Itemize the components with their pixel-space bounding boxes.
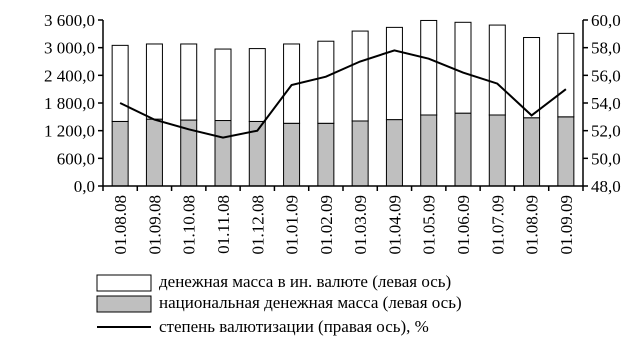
right-tick-label-0: 48,0 bbox=[591, 177, 621, 196]
bar-foreign-12 bbox=[523, 37, 541, 119]
bars-layer bbox=[111, 19, 575, 187]
legend: денежная масса в ин. валюте (левая ось) н… bbox=[96, 272, 462, 336]
right-tick-label-6: 60,0 bbox=[591, 11, 621, 30]
bar-foreign-1 bbox=[145, 43, 163, 120]
x-tick-label-13: 01.09.09 bbox=[557, 195, 576, 255]
x-tick-label-5: 01.01.09 bbox=[283, 195, 302, 255]
bar-foreign-3 bbox=[214, 48, 232, 122]
bar-foreign-0 bbox=[111, 44, 129, 122]
axes-layer: 0,0 600,0 1 200,0 1 800,0 2 400,0 3 000,0 3 60… bbox=[44, 11, 621, 255]
line-dollarization bbox=[119, 49, 567, 139]
bar-foreign-11 bbox=[488, 24, 506, 116]
right-tick-label-5: 58,0 bbox=[591, 39, 621, 58]
left-tick-label-6: 3 600,0 bbox=[44, 11, 95, 30]
legend-label-0: денежная масса в ин. валюте (левая ось) bbox=[159, 272, 451, 291]
bar-national-6 bbox=[317, 122, 335, 187]
bar-national-3 bbox=[214, 120, 232, 187]
x-tick-label-0: 01.08.08 bbox=[111, 195, 130, 255]
x-tick-label-6: 01.02.09 bbox=[317, 195, 336, 255]
x-tick-label-12: 01.08.09 bbox=[523, 195, 542, 255]
bar-national-11 bbox=[488, 114, 506, 187]
bar-national-12 bbox=[523, 117, 541, 187]
x-tick-label-2: 01.10.08 bbox=[180, 195, 199, 255]
bar-foreign-13 bbox=[557, 32, 575, 118]
bar-foreign-9 bbox=[420, 19, 438, 116]
left-tick-label-0: 0,0 bbox=[74, 177, 95, 196]
legend-swatch-national bbox=[96, 295, 152, 313]
x-tick-label-3: 01.11.08 bbox=[214, 195, 233, 254]
bar-foreign-6 bbox=[317, 40, 335, 124]
legend-swatch-foreign bbox=[96, 274, 152, 292]
bar-foreign-2 bbox=[180, 43, 198, 121]
x-tick-label-11: 01.07.09 bbox=[488, 195, 507, 255]
left-tick-label-2: 1 200,0 bbox=[44, 122, 95, 141]
bar-national-7 bbox=[351, 120, 369, 187]
left-tick-label-5: 3 000,0 bbox=[44, 39, 95, 58]
bar-national-10 bbox=[454, 112, 472, 187]
bar-national-8 bbox=[385, 119, 403, 187]
x-tick-label-1: 01.09.08 bbox=[145, 195, 164, 255]
bar-national-0 bbox=[111, 120, 129, 187]
x-tick-label-8: 01.04.09 bbox=[385, 195, 404, 255]
x-tick-label-9: 01.05.09 bbox=[420, 195, 439, 255]
bar-foreign-4 bbox=[248, 48, 266, 122]
right-tick-label-2: 52,0 bbox=[591, 122, 621, 141]
left-tick-label-1: 600,0 bbox=[57, 149, 95, 168]
left-tick-label-4: 2 400,0 bbox=[44, 66, 95, 85]
x-tick-label-7: 01.03.09 bbox=[351, 195, 370, 255]
bar-foreign-7 bbox=[351, 30, 369, 122]
right-tick-label-4: 56,0 bbox=[591, 66, 621, 85]
left-tick-label-3: 1 800,0 bbox=[44, 94, 95, 113]
bar-foreign-10 bbox=[454, 21, 472, 114]
x-tick-label-4: 01.12.08 bbox=[248, 195, 267, 255]
bar-foreign-8 bbox=[385, 26, 403, 121]
bar-national-9 bbox=[420, 114, 438, 187]
legend-label-1: национальная денежная масса (левая ось) bbox=[159, 293, 462, 312]
line-layer bbox=[119, 49, 567, 139]
bar-national-13 bbox=[557, 116, 575, 187]
x-tick-label-10: 01.06.09 bbox=[454, 195, 473, 255]
bar-national-1 bbox=[145, 118, 163, 187]
right-tick-label-1: 50,0 bbox=[591, 149, 621, 168]
bar-national-5 bbox=[283, 122, 301, 187]
right-tick-label-3: 54,0 bbox=[591, 94, 621, 113]
legend-label-2: степень валютизации (правая ось), % bbox=[159, 317, 429, 336]
